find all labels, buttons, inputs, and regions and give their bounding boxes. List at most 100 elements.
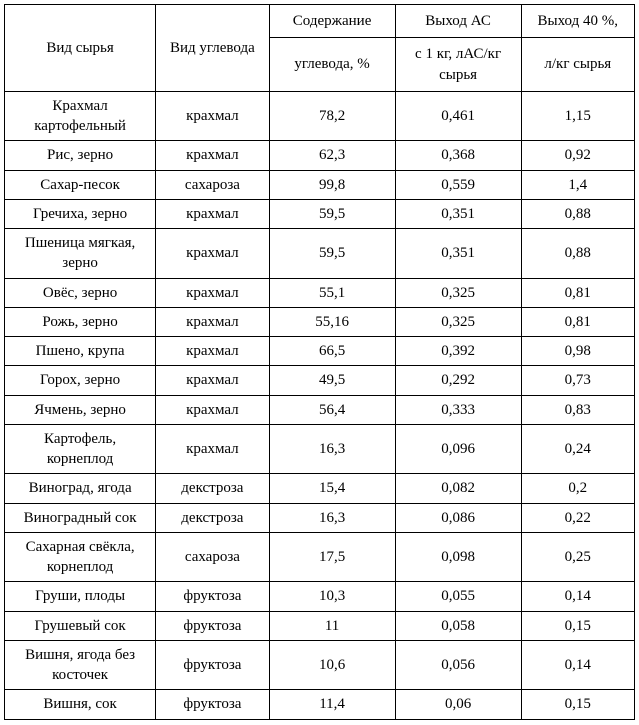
header-40-top: Выход 40 %, — [521, 5, 634, 38]
cell-carb: крахмал — [156, 91, 269, 141]
cell-content: 56,4 — [269, 395, 395, 424]
cell-forty: 0,81 — [521, 278, 634, 307]
table-row: Горох, зернокрахмал49,50,2920,73 — [5, 366, 635, 395]
cell-content: 11 — [269, 611, 395, 640]
yield-table: Вид сырья Вид углевода Содержание Выход … — [4, 4, 635, 720]
table-row: Рожь, зернокрахмал55,160,3250,81 — [5, 307, 635, 336]
cell-ac: 0,098 — [395, 532, 521, 582]
cell-ac: 0,292 — [395, 366, 521, 395]
cell-content: 66,5 — [269, 337, 395, 366]
table-row: Гречиха, зернокрахмал59,50,3510,88 — [5, 199, 635, 228]
cell-ac: 0,058 — [395, 611, 521, 640]
cell-forty: 0,73 — [521, 366, 634, 395]
header-carb: Вид углевода — [156, 5, 269, 92]
cell-forty: 0,92 — [521, 141, 634, 170]
cell-content: 16,3 — [269, 424, 395, 474]
cell-ac: 0,333 — [395, 395, 521, 424]
cell-raw: Сахар-песок — [5, 170, 156, 199]
table-row: Вишня, ягода без косточекфруктоза10,60,0… — [5, 640, 635, 690]
cell-carb: крахмал — [156, 366, 269, 395]
cell-content: 16,3 — [269, 503, 395, 532]
cell-content: 55,1 — [269, 278, 395, 307]
header-40-sub: л/кг сырья — [521, 38, 634, 92]
cell-ac: 0,325 — [395, 307, 521, 336]
cell-ac: 0,351 — [395, 199, 521, 228]
cell-raw: Гречиха, зерно — [5, 199, 156, 228]
cell-content: 62,3 — [269, 141, 395, 170]
header-ac-sub: с 1 кг, лАС/кг сырья — [395, 38, 521, 92]
cell-ac: 0,055 — [395, 582, 521, 611]
cell-ac: 0,461 — [395, 91, 521, 141]
cell-content: 49,5 — [269, 366, 395, 395]
cell-forty: 1,4 — [521, 170, 634, 199]
cell-ac: 0,368 — [395, 141, 521, 170]
cell-content: 17,5 — [269, 532, 395, 582]
cell-raw: Рожь, зерно — [5, 307, 156, 336]
cell-carb: крахмал — [156, 424, 269, 474]
cell-forty: 0,25 — [521, 532, 634, 582]
table-body: Крахмал картофельныйкрахмал78,20,4611,15… — [5, 91, 635, 719]
table-row: Крахмал картофельныйкрахмал78,20,4611,15 — [5, 91, 635, 141]
cell-ac: 0,086 — [395, 503, 521, 532]
cell-forty: 0,88 — [521, 199, 634, 228]
cell-ac: 0,056 — [395, 640, 521, 690]
cell-carb: фруктоза — [156, 582, 269, 611]
table-row: Сахар-песоксахароза99,80,5591,4 — [5, 170, 635, 199]
table-row: Картофель, корнеплодкрахмал16,30,0960,24 — [5, 424, 635, 474]
cell-content: 59,5 — [269, 199, 395, 228]
cell-raw: Овёс, зерно — [5, 278, 156, 307]
cell-forty: 0,88 — [521, 229, 634, 279]
cell-raw: Картофель, корнеплод — [5, 424, 156, 474]
cell-carb: декстроза — [156, 474, 269, 503]
cell-forty: 0,15 — [521, 690, 634, 719]
cell-forty: 0,2 — [521, 474, 634, 503]
cell-forty: 0,24 — [521, 424, 634, 474]
table-row: Виноград, ягодадекстроза15,40,0820,2 — [5, 474, 635, 503]
cell-forty: 0,15 — [521, 611, 634, 640]
cell-carb: сахароза — [156, 170, 269, 199]
cell-ac: 0,325 — [395, 278, 521, 307]
cell-forty: 0,22 — [521, 503, 634, 532]
cell-content: 10,3 — [269, 582, 395, 611]
cell-carb: крахмал — [156, 337, 269, 366]
cell-raw: Груши, плоды — [5, 582, 156, 611]
cell-carb: фруктоза — [156, 611, 269, 640]
cell-ac: 0,559 — [395, 170, 521, 199]
cell-content: 55,16 — [269, 307, 395, 336]
cell-raw: Крахмал картофельный — [5, 91, 156, 141]
cell-raw: Виноградный сок — [5, 503, 156, 532]
cell-content: 10,6 — [269, 640, 395, 690]
cell-ac: 0,096 — [395, 424, 521, 474]
cell-raw: Рис, зерно — [5, 141, 156, 170]
cell-carb: сахароза — [156, 532, 269, 582]
cell-carb: фруктоза — [156, 640, 269, 690]
cell-carb: крахмал — [156, 141, 269, 170]
header-ac-top: Выход АС — [395, 5, 521, 38]
header-raw: Вид сырья — [5, 5, 156, 92]
cell-content: 11,4 — [269, 690, 395, 719]
cell-carb: крахмал — [156, 395, 269, 424]
cell-ac: 0,06 — [395, 690, 521, 719]
cell-raw: Виноград, ягода — [5, 474, 156, 503]
table-row: Виноградный сокдекстроза16,30,0860,22 — [5, 503, 635, 532]
cell-content: 59,5 — [269, 229, 395, 279]
cell-ac: 0,392 — [395, 337, 521, 366]
cell-raw: Пшеница мягкая, зерно — [5, 229, 156, 279]
cell-forty: 0,98 — [521, 337, 634, 366]
cell-forty: 1,15 — [521, 91, 634, 141]
header-row-1: Вид сырья Вид углевода Содержание Выход … — [5, 5, 635, 38]
table-row: Пшеница мягкая, зернокрахмал59,50,3510,8… — [5, 229, 635, 279]
table-row: Сахарная свёкла, корнеплодсахароза17,50,… — [5, 532, 635, 582]
cell-raw: Грушевый сок — [5, 611, 156, 640]
table-row: Ячмень, зернокрахмал56,40,3330,83 — [5, 395, 635, 424]
cell-raw: Горох, зерно — [5, 366, 156, 395]
cell-content: 99,8 — [269, 170, 395, 199]
cell-carb: крахмал — [156, 229, 269, 279]
cell-ac: 0,351 — [395, 229, 521, 279]
table-row: Овёс, зернокрахмал55,10,3250,81 — [5, 278, 635, 307]
cell-forty: 0,14 — [521, 640, 634, 690]
cell-carb: фруктоза — [156, 690, 269, 719]
cell-raw: Сахарная свёкла, корнеплод — [5, 532, 156, 582]
header-content-sub: углевода, % — [269, 38, 395, 92]
cell-forty: 0,81 — [521, 307, 634, 336]
